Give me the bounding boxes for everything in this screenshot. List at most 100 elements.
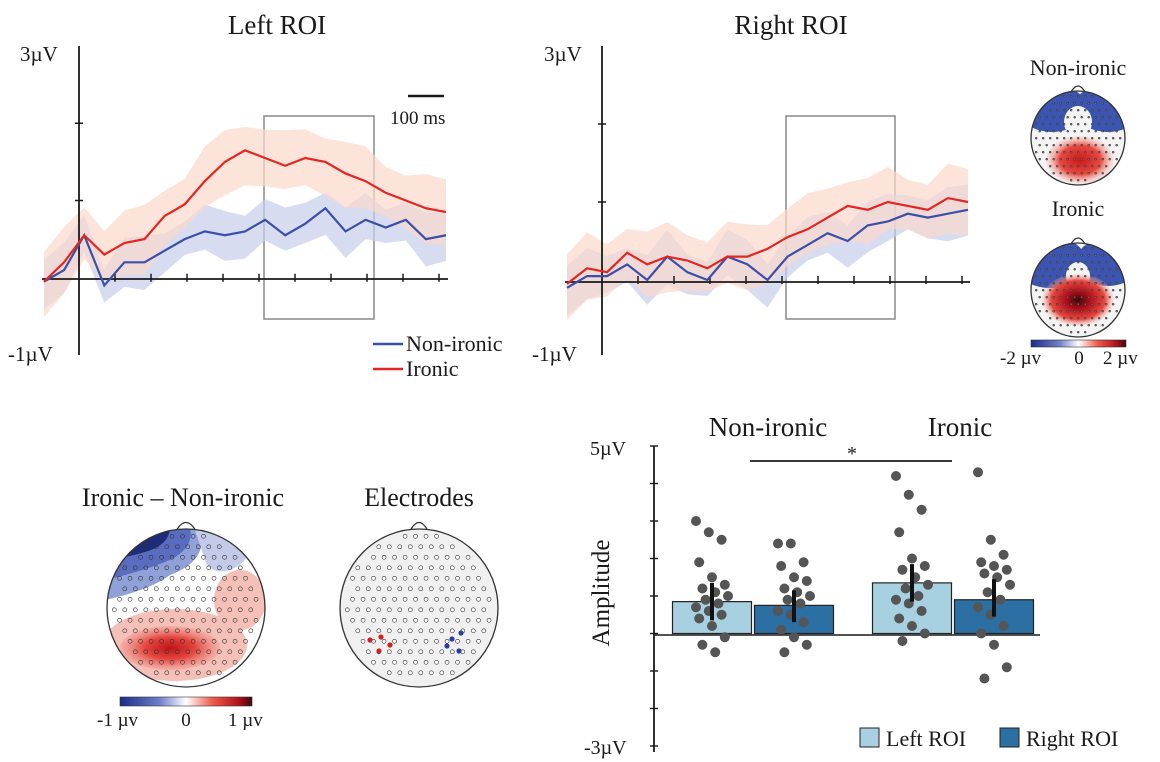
electrode-dot — [465, 554, 471, 560]
electrode-dot — [476, 575, 481, 581]
topomap-non-ironic: Non-ironic — [1030, 55, 1126, 186]
electrode-dot — [365, 649, 371, 655]
bar-axis-ticks — [650, 445, 658, 747]
electrode-dot — [476, 596, 481, 602]
electrode-dot — [1094, 130, 1097, 133]
data-point — [703, 527, 714, 538]
electrode-dot — [222, 575, 227, 581]
electrode-dot — [232, 596, 238, 602]
electrode-dot — [169, 554, 175, 560]
electrode-dot — [1090, 303, 1094, 306]
electrode-dot — [1076, 261, 1080, 264]
data-point — [801, 576, 812, 586]
electrode-dot — [1066, 324, 1069, 327]
electrode-dot — [133, 649, 138, 655]
electrode-dot — [232, 554, 238, 560]
non-ironic-line-left — [43, 206, 447, 288]
electrode-dot — [211, 575, 217, 581]
right-roi-title: Right ROI — [734, 10, 847, 40]
electrode-dot — [1045, 268, 1048, 271]
electrode-dot — [407, 607, 413, 613]
electrode-dot — [1115, 296, 1118, 299]
left-roi-electrode — [378, 634, 384, 640]
electrode-dot — [402, 596, 408, 602]
electrode-dot — [1062, 275, 1066, 278]
electrode-dot — [117, 596, 122, 602]
electrode-dot — [365, 628, 371, 634]
electrode-dot — [1083, 122, 1087, 126]
electrode-dot — [1104, 317, 1108, 320]
electrode-dot — [1101, 268, 1104, 271]
electrode-dot — [122, 607, 128, 613]
electrode-dot — [1090, 137, 1094, 140]
electrode-dot — [217, 586, 222, 592]
ironic-line-right — [566, 196, 969, 285]
electrode-dot — [1052, 144, 1055, 147]
electrode-dot — [470, 628, 476, 634]
electrode-dot — [227, 628, 233, 634]
electrode-dot — [1080, 324, 1083, 327]
electrode-dot — [1118, 137, 1122, 140]
electrode-dot — [1038, 310, 1041, 313]
electrode-dot — [418, 628, 424, 634]
electrode-dot — [1108, 115, 1111, 119]
electrode-dot — [407, 670, 413, 676]
electrode-dot — [211, 596, 217, 602]
legend-right-roi-label: Right ROI — [1026, 726, 1118, 751]
electrode-dot — [185, 628, 191, 634]
electrode-dot — [1055, 165, 1059, 168]
electrode-dot — [1111, 151, 1115, 154]
data-point — [913, 591, 924, 601]
data-point — [985, 534, 996, 545]
electrode-dot — [190, 554, 196, 560]
electrode-dot — [423, 533, 429, 539]
electrode-dot — [1090, 275, 1094, 278]
electrode-dot — [365, 565, 371, 571]
electrode-dot — [1076, 303, 1080, 306]
electrode-dot — [428, 628, 434, 634]
electrode-dot — [185, 586, 191, 592]
electrode-dot — [180, 533, 185, 539]
electrode-dot — [444, 617, 450, 623]
electrode-dot — [1062, 289, 1066, 292]
electrode-dot — [164, 565, 170, 571]
electrode-dot — [1062, 165, 1066, 168]
data-point — [998, 549, 1009, 560]
data-point — [891, 471, 901, 481]
electrode-dot — [154, 628, 159, 634]
electrode-dot — [190, 617, 196, 623]
electrode-dot — [148, 575, 154, 581]
electrode-dot — [206, 628, 212, 634]
electrode-dot — [1080, 268, 1083, 271]
ironic-band-right — [567, 163, 968, 320]
electrode-dot — [1066, 310, 1069, 313]
electrode-dot — [481, 607, 487, 613]
electrode-dot — [1059, 324, 1062, 327]
electrode-dot — [217, 649, 222, 655]
difference-electrodes — [112, 533, 259, 676]
electrode-dot — [143, 607, 149, 613]
electrode-dot — [201, 617, 206, 623]
data-point — [707, 621, 717, 631]
electrode-dot — [407, 544, 413, 550]
electrode-dot — [1038, 296, 1041, 299]
electrode-dot — [1108, 310, 1111, 313]
electrode-dot — [386, 607, 392, 613]
data-point — [719, 579, 730, 590]
electrode-dot — [386, 565, 392, 571]
electrode-dot — [1087, 254, 1090, 257]
colorbar-max-label: 2 µv — [1103, 348, 1138, 369]
electrode-dot — [112, 607, 117, 613]
electrode-dot — [1076, 94, 1080, 98]
electrode-dot — [392, 617, 397, 623]
electrode-dot — [434, 575, 439, 581]
electrode-dot — [402, 533, 408, 539]
electrode-dot — [381, 554, 387, 560]
electrode-dot — [175, 628, 180, 634]
electrode-dot — [1041, 289, 1045, 292]
electrode-dot — [164, 628, 170, 634]
electrode-dot — [402, 638, 408, 644]
data-point — [776, 561, 787, 571]
electrode-dot — [154, 649, 159, 655]
electrode-dot — [164, 670, 170, 676]
